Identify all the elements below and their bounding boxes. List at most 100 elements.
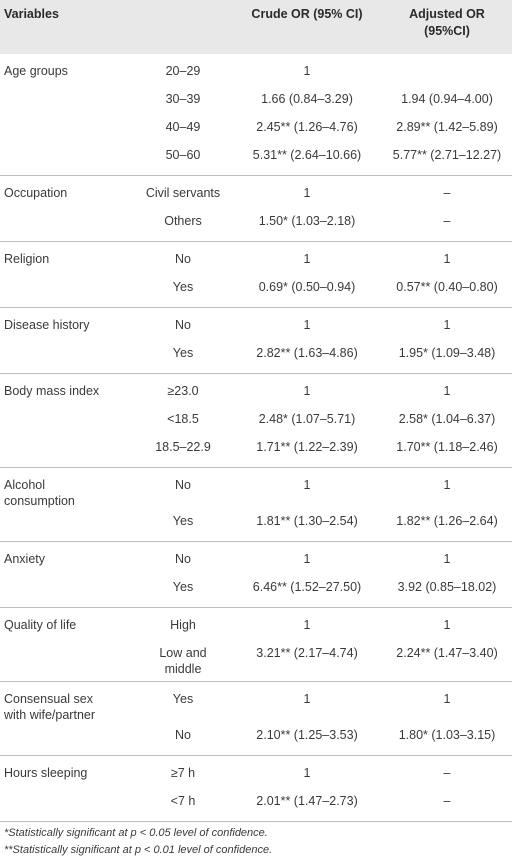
cell-crude-or: 1 <box>303 318 311 332</box>
cell-level: 30–39 <box>165 92 201 106</box>
cell-crude-or: 1 <box>303 692 311 706</box>
cell-crude-or: 2.10** (1.25–3.53) <box>232 723 382 756</box>
table-row: Yes 2.82** (1.63–4.86) 1.95* (1.09–3.48) <box>0 341 512 374</box>
cell-level: No <box>134 723 232 756</box>
cell-crude-or: 1 <box>303 766 311 780</box>
table-row: Occupation Civil servants 1 – <box>0 176 512 210</box>
cell-adjusted-or: 1 <box>443 552 451 566</box>
cell-variable <box>0 115 134 143</box>
cell-adjusted-or: 3.92 (0.85–18.02) <box>382 575 512 608</box>
cell-level: No <box>175 552 191 566</box>
table-body: Age groups 20–29 1 30–39 1.66 (0.84–3.29) 1.9… <box>0 54 512 822</box>
variable-label: Body mass index <box>4 384 100 398</box>
variable-label: with wife/partner <box>4 708 96 722</box>
cell-adjusted-or: 1 <box>443 692 451 706</box>
header-row: Variables Crude OR (95% CI) Adjusted OR (… <box>0 0 512 54</box>
cell-variable: Occupation <box>0 176 134 210</box>
cell-adjusted-or: 1 <box>443 618 451 632</box>
cell-crude-or: 1 <box>303 384 311 398</box>
cell-variable <box>0 723 134 756</box>
table-row: Alcohol consumption No 1 1 <box>0 468 512 510</box>
footnote-p05: *Statistically significant at p < 0.05 l… <box>4 827 268 839</box>
cell-level: No <box>175 252 191 266</box>
cell-crude-or: 1 <box>303 252 311 266</box>
table-row: Others 1.50* (1.03–2.18) – <box>0 209 512 242</box>
cell-adjusted-or: 1 <box>443 478 451 492</box>
cell-adjusted-or: 2.89** (1.42–5.89) <box>396 120 498 134</box>
cell-crude-or: 1 <box>303 552 311 566</box>
cell-crude-or: 1 <box>303 186 311 200</box>
cell-crude-or: 1.66 (0.84–3.29) <box>261 92 353 106</box>
cell-crude-or: 3.21** (2.17–4.74) <box>232 641 382 682</box>
header-adjusted-line2: (95%CI) <box>424 24 470 38</box>
cell-adjusted-or: 2.24** (1.47–3.40) <box>382 641 512 682</box>
cell-level: Yes <box>134 275 232 308</box>
cell-adjusted-or: 2.58* (1.04–6.37) <box>398 412 496 426</box>
cell-variable <box>0 641 134 682</box>
cell-variable: Religion <box>0 242 134 276</box>
cell-variable <box>0 275 134 308</box>
cell-variable: Body mass index <box>0 374 134 408</box>
cell-adjusted-or: 5.77** (2.71–12.27) <box>382 143 512 176</box>
cell-variable: Consensual sex with wife/partner <box>0 682 134 724</box>
table-row: Yes 1.81** (1.30–2.54) 1.82** (1.26–2.64) <box>0 509 512 542</box>
cell-variable <box>0 143 134 176</box>
cell-level: <7 h <box>134 789 232 822</box>
table-row: Anxiety No 1 1 <box>0 542 512 576</box>
table-row: No 2.10** (1.25–3.53) 1.80* (1.03–3.15) <box>0 723 512 756</box>
table-row: 40–49 2.45** (1.26–4.76) 2.89** (1.42–5.89… <box>0 115 512 143</box>
cell-adjusted-or: 1.80* (1.03–3.15) <box>382 723 512 756</box>
cell-level: ≥7 h <box>170 766 196 780</box>
cell-crude-or: 1.81** (1.30–2.54) <box>232 509 382 542</box>
cell-adjusted-or: – <box>443 766 451 780</box>
variable-label: Age groups <box>4 64 68 78</box>
table-row: Quality of life High 1 1 <box>0 608 512 642</box>
table-row: Yes 0.69* (0.50–0.94) 0.57** (0.40–0.80) <box>0 275 512 308</box>
variable-label: Occupation <box>4 186 68 200</box>
cell-crude-or: 2.82** (1.63–4.86) <box>232 341 382 374</box>
table-row: Hours sleeping ≥7 h 1 – <box>0 756 512 790</box>
variable-label: Anxiety <box>4 552 45 566</box>
cell-variable <box>0 509 134 542</box>
cell-crude-or: 2.45** (1.26–4.76) <box>256 120 358 134</box>
cell-level: 40–49 <box>165 120 201 134</box>
table-row: Low and middle 3.21** (2.17–4.74) 2.24** (… <box>0 641 512 682</box>
cell-crude-or: 1 <box>303 478 311 492</box>
table-row: 30–39 1.66 (0.84–3.29) 1.94 (0.94–4.00) <box>0 87 512 115</box>
cell-crude-or: 1.50* (1.03–2.18) <box>232 209 382 242</box>
cell-adjusted-or: – <box>443 186 451 200</box>
cell-level: Civil servants <box>145 186 221 200</box>
table-header: Variables Crude OR (95% CI) Adjusted OR (… <box>0 0 512 54</box>
cell-variable <box>0 407 134 435</box>
variable-label: Religion <box>4 252 50 266</box>
cell-variable: Hours sleeping <box>0 756 134 790</box>
cell-variable <box>0 435 134 468</box>
table-row: Disease history No 1 1 <box>0 308 512 342</box>
cell-crude-or: 6.46** (1.52–27.50) <box>232 575 382 608</box>
cell-adjusted-or: 1 <box>443 252 451 266</box>
cell-variable: Disease history <box>0 308 134 342</box>
cell-adjusted-or: 1.70** (1.18–2.46) <box>382 435 512 468</box>
cell-crude-or: 5.31** (2.64–10.66) <box>232 143 382 176</box>
table-row: Body mass index ≥23.0 1 1 <box>0 374 512 408</box>
table-row: <7 h 2.01** (1.47–2.73) – <box>0 789 512 822</box>
header-adjusted-or: Adjusted OR (95%CI) <box>382 0 512 54</box>
cell-crude-or: 1 <box>303 64 311 78</box>
cell-adjusted-or: 1.95* (1.09–3.48) <box>382 341 512 374</box>
cell-crude-or: 1.71** (1.22–2.39) <box>232 435 382 468</box>
cell-level: Others <box>134 209 232 242</box>
cell-adjusted-or: – <box>382 209 512 242</box>
cell-level: Yes <box>172 692 194 706</box>
cell-level: Yes <box>134 509 232 542</box>
cell-level: Yes <box>134 575 232 608</box>
cell-crude-or: 2.01** (1.47–2.73) <box>232 789 382 822</box>
cell-adjusted-or: 0.57** (0.40–0.80) <box>382 275 512 308</box>
cell-variable: Quality of life <box>0 608 134 642</box>
cell-variable: Age groups <box>0 54 134 87</box>
cell-variable: Alcohol consumption <box>0 468 134 510</box>
cell-variable <box>0 789 134 822</box>
cell-level: Low and middle <box>134 641 232 682</box>
footnote-p01: **Statistically significant at p < 0.01 … <box>4 844 273 856</box>
header-crude-or: Crude OR (95% CI) <box>251 7 363 21</box>
table-row: Age groups 20–29 1 <box>0 54 512 87</box>
